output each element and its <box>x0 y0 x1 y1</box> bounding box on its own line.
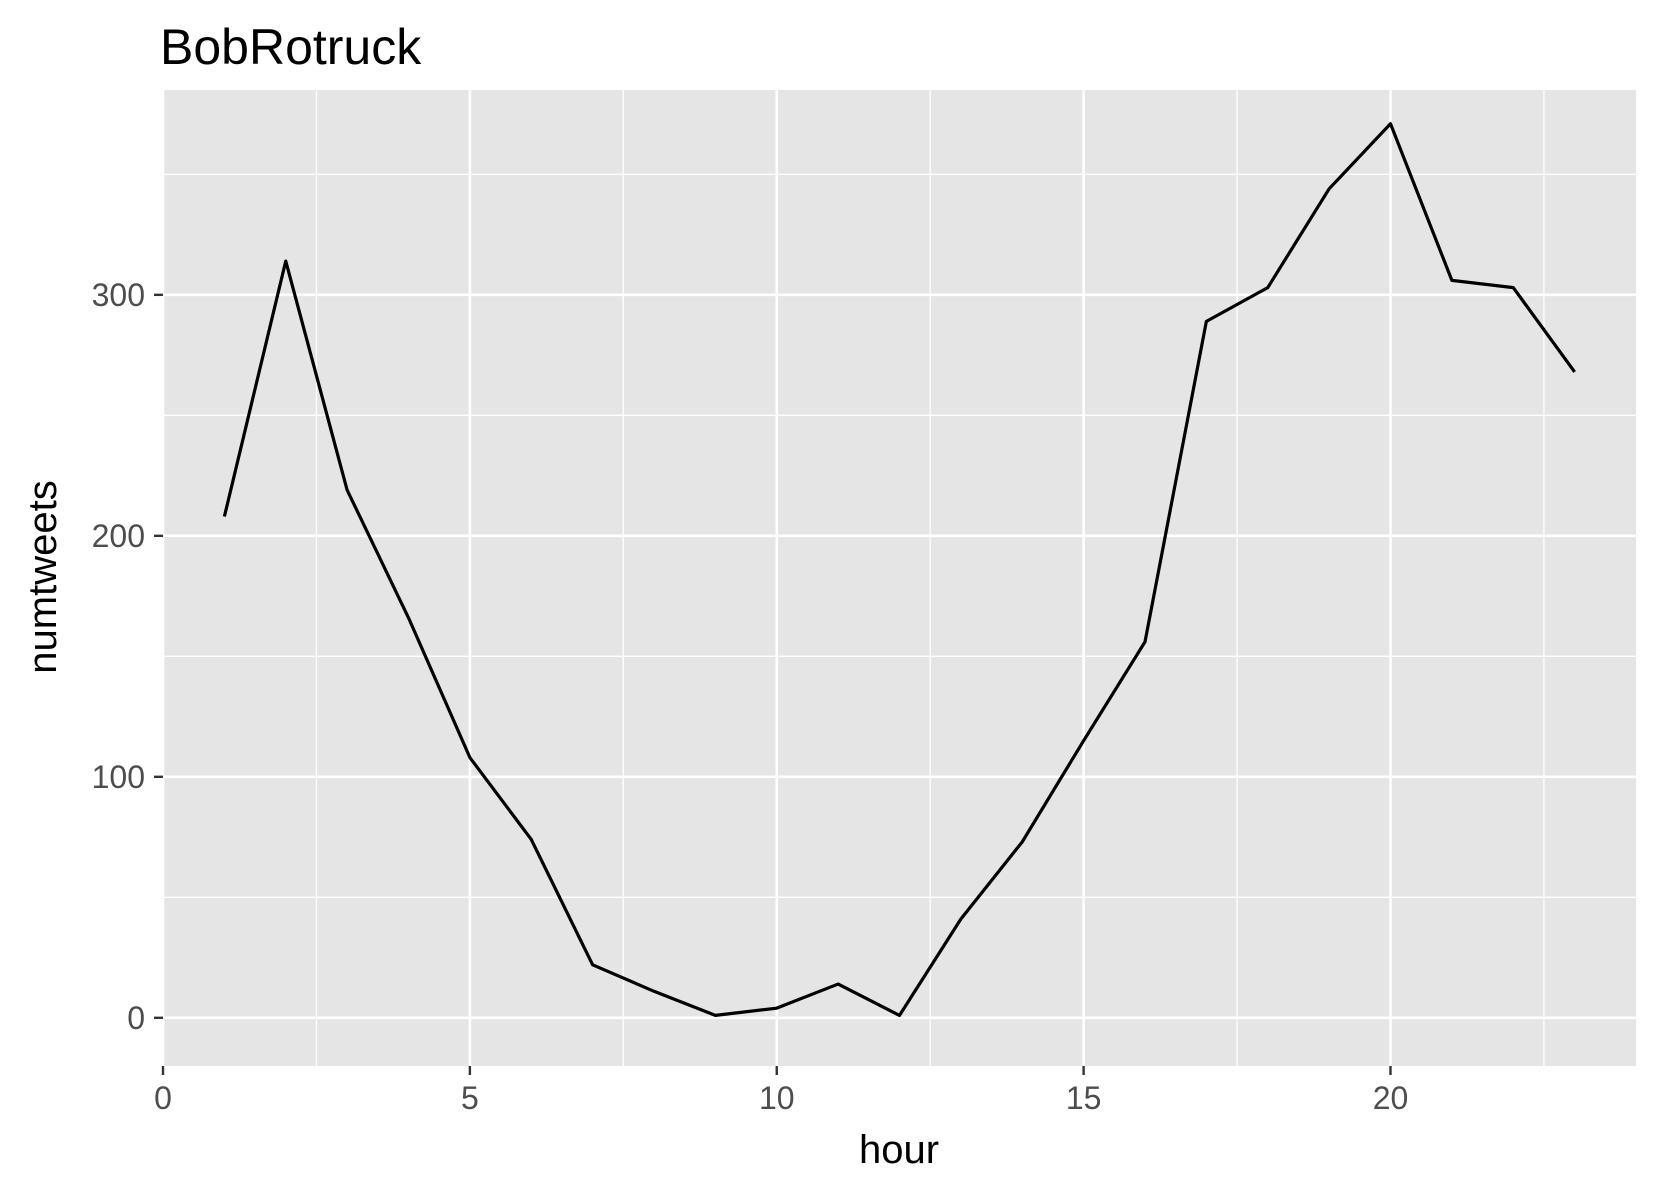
x-axis-title: hour <box>859 1128 939 1172</box>
y-tick-label: 100 <box>92 759 145 795</box>
series-layer: 1: 2082: 3143: 2194: 1665: 1086: 747: 22… <box>222 122 1576 1017</box>
y-tick-label: 0 <box>127 1000 145 1036</box>
chart-title: BobRotruck <box>160 19 422 75</box>
plot-panel <box>163 90 1636 1066</box>
x-tick-label: 5 <box>461 1080 479 1116</box>
y-axis: 0 100 200 300 <box>92 277 163 1036</box>
x-tick-label: 15 <box>1066 1080 1102 1116</box>
x-axis: 0 5 10 15 20 <box>154 1066 1408 1116</box>
y-tick-label: 200 <box>92 518 145 554</box>
x-tick-label: 0 <box>154 1080 172 1116</box>
major-gridlines <box>161 90 1636 1066</box>
x-tick-label: 20 <box>1373 1080 1409 1116</box>
x-tick-label: 10 <box>759 1080 795 1116</box>
y-tick-label: 300 <box>92 277 145 313</box>
y-axis-title: numtweets <box>21 480 65 673</box>
